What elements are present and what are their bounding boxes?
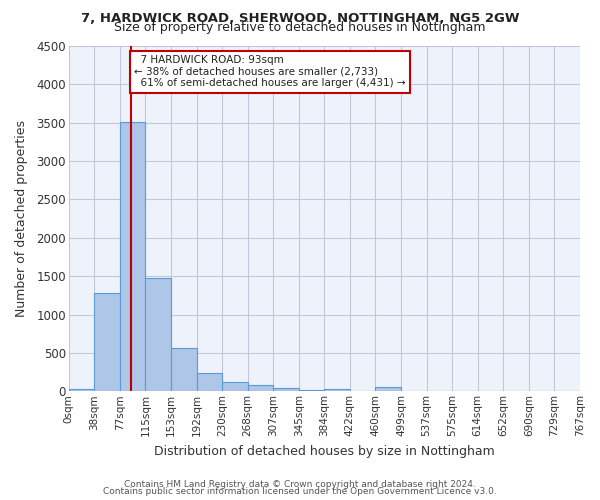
Bar bbox=[94, 293, 120, 392]
Bar bbox=[145, 278, 171, 392]
Bar bbox=[376, 387, 401, 392]
Text: 7, HARDWICK ROAD, SHERWOOD, NOTTINGHAM, NG5 2GW: 7, HARDWICK ROAD, SHERWOOD, NOTTINGHAM, … bbox=[81, 12, 519, 24]
Text: 7 HARDWICK ROAD: 93sqm  
← 38% of detached houses are smaller (2,733)
  61% of s: 7 HARDWICK ROAD: 93sqm ← 38% of detached… bbox=[134, 55, 406, 88]
Bar bbox=[325, 388, 350, 392]
Bar bbox=[299, 390, 325, 392]
Y-axis label: Number of detached properties: Number of detached properties bbox=[15, 120, 28, 317]
Bar bbox=[197, 373, 222, 392]
Bar bbox=[171, 348, 197, 392]
Bar bbox=[273, 388, 299, 392]
Bar bbox=[222, 382, 248, 392]
Text: Size of property relative to detached houses in Nottingham: Size of property relative to detached ho… bbox=[114, 22, 486, 35]
Text: Contains public sector information licensed under the Open Government Licence v3: Contains public sector information licen… bbox=[103, 487, 497, 496]
Bar bbox=[248, 385, 273, 392]
Text: Contains HM Land Registry data © Crown copyright and database right 2024.: Contains HM Land Registry data © Crown c… bbox=[124, 480, 476, 489]
Bar bbox=[69, 389, 94, 392]
X-axis label: Distribution of detached houses by size in Nottingham: Distribution of detached houses by size … bbox=[154, 444, 495, 458]
Bar bbox=[120, 122, 145, 392]
